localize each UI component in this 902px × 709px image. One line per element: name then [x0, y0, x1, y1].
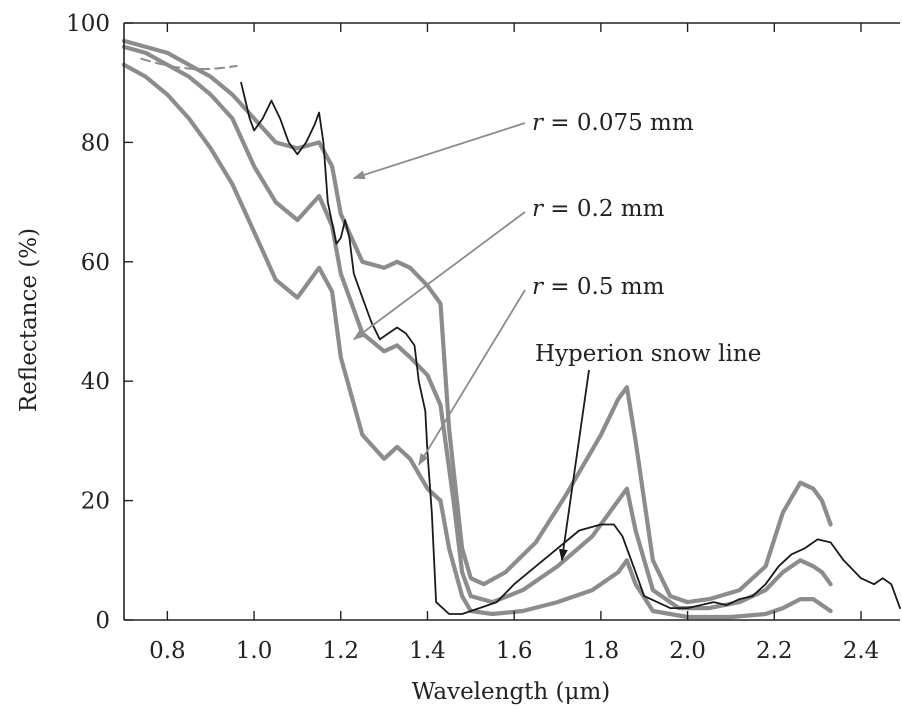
series-layer	[121, 38, 901, 620]
y-tick-label-3: 60	[81, 250, 110, 276]
x-tick-label-1: 1.0	[236, 638, 273, 664]
series-line-4	[140, 57, 238, 70]
x-tick-label-3: 1.4	[409, 638, 446, 664]
x-tick-label-6: 2.0	[669, 638, 706, 664]
y-tick-label-5: 100	[66, 11, 110, 37]
x-axis-title: Wavelength (μm)	[412, 679, 611, 705]
x-tick-label-4: 1.6	[496, 638, 533, 664]
y-tick-label-1: 20	[81, 489, 110, 515]
y-axis-title: Reflectance (%)	[16, 228, 42, 412]
x-tick-label-2: 1.2	[322, 638, 359, 664]
axes-layer: 0.8 1.0 1.2 1.4 1.6 1.8 2.0 2.2 2.4 0 20 40 60 80 100	[66, 11, 900, 664]
x-tick-label-0: 0.8	[149, 638, 186, 664]
x-tick-label-7: 2.2	[756, 638, 793, 664]
annotation-arrow-1	[352, 122, 526, 180]
series-line-2	[121, 44, 833, 611]
y-tick-label-2: 40	[81, 369, 110, 395]
series-line-3	[121, 62, 833, 620]
annotation-arrow-4	[558, 369, 590, 562]
x-tick-label-5: 1.8	[583, 638, 620, 664]
y-tick-label-4: 80	[81, 130, 110, 156]
annotation-label-1: r = 0.075 mm	[532, 110, 694, 136]
annotation-arrow-2	[352, 211, 526, 341]
annotation-arrow-3	[418, 289, 526, 466]
annotation-label-2: r = 0.2 mm	[532, 196, 665, 222]
annotation-layer: r = 0.075 mm r = 0.2 mm r = 0.5 mm Hyperion…	[352, 110, 761, 562]
series-line-5	[240, 81, 901, 615]
annotation-label-4: Hyperion snow line	[535, 341, 761, 367]
x-tick-label-8: 2.4	[843, 638, 880, 664]
annotation-label-3: r = 0.5 mm	[532, 274, 665, 300]
y-tick-label-0: 0	[95, 608, 110, 634]
series-line-1	[121, 38, 833, 605]
